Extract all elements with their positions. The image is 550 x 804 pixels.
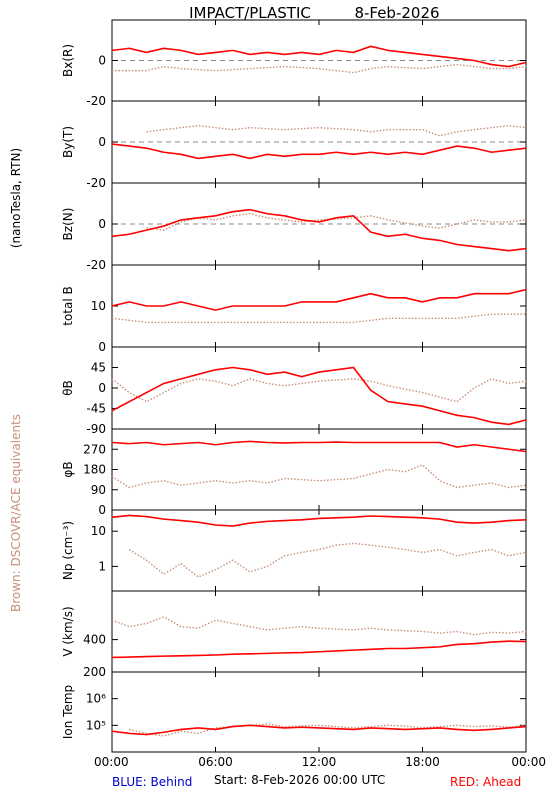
series-ace-by bbox=[146, 124, 527, 137]
footer-start: Start: 8-Feb-2026 00:00 UTC bbox=[214, 773, 385, 787]
ytick-label-temp: 10⁵ bbox=[86, 718, 106, 732]
panel-temp: 10⁶ 10⁵ Ion Temp bbox=[61, 671, 527, 753]
series-ahead-bx bbox=[111, 45, 527, 68]
panel-label-by: By(T) bbox=[61, 126, 75, 158]
ytick-label-by: -20 bbox=[86, 176, 106, 190]
xtick-label: 18:00 bbox=[405, 755, 440, 769]
series-ahead-theta bbox=[111, 366, 527, 426]
series-ahead-btotal bbox=[111, 288, 527, 311]
footer-blue: BLUE: Behind bbox=[112, 775, 192, 789]
ytick-label-bz: 0 bbox=[98, 217, 106, 231]
panel-by: 0 -20 By(T) bbox=[61, 100, 527, 190]
ytick-label-bx: 0 bbox=[98, 54, 106, 68]
panel-label-phi: φB bbox=[61, 461, 75, 477]
side-label-units: (nanoTesla, RTN) bbox=[9, 148, 23, 248]
side-label-brown: Brown: DSCOVR/ACE equivalents bbox=[9, 414, 23, 612]
ytick-label-np: 10 bbox=[91, 524, 106, 538]
xtick-label: 12:00 bbox=[302, 755, 337, 769]
panel-theta: 45 0 -45 -90 θB bbox=[61, 346, 527, 436]
series-ace-theta bbox=[111, 378, 527, 403]
ytick-label-by: 0 bbox=[98, 135, 106, 149]
ytick-label-phi: 90 bbox=[91, 483, 106, 497]
panel-np: 10 1 Np (cm⁻³) bbox=[61, 509, 527, 592]
panel-frame-btotal bbox=[111, 264, 527, 348]
panel-frame-temp bbox=[111, 671, 527, 753]
series-ace-phi bbox=[111, 464, 527, 489]
panel-btotal: 10 0 total B bbox=[61, 264, 527, 354]
panel-label-v: V (km/s) bbox=[61, 606, 75, 656]
panel-label-np: Np (cm⁻³) bbox=[61, 521, 75, 580]
panel-frame-v bbox=[111, 590, 527, 673]
ytick-label-phi: 180 bbox=[83, 463, 106, 477]
panel-label-temp: Ion Temp bbox=[61, 685, 75, 739]
panel-label-bz: Bz(N) bbox=[61, 208, 75, 241]
ytick-label-btotal: 10 bbox=[91, 299, 106, 313]
series-ace-temp bbox=[129, 723, 527, 737]
series-ahead-by bbox=[111, 143, 527, 160]
ytick-label-bx: -20 bbox=[86, 94, 106, 108]
ytick-label-theta: 45 bbox=[91, 361, 106, 375]
series-ace-bx bbox=[112, 63, 527, 74]
ytick-label-bz: -20 bbox=[86, 258, 106, 272]
ytick-label-theta: -90 bbox=[86, 422, 106, 436]
panel-bx: 0 -20 Bx(R) bbox=[61, 19, 527, 108]
series-ahead-bz bbox=[111, 208, 527, 252]
panel-label-bx: Bx(R) bbox=[61, 44, 75, 77]
series-ace-v bbox=[111, 616, 527, 636]
series-ace-np bbox=[128, 542, 527, 578]
panel-label-btotal: total B bbox=[61, 286, 75, 326]
ytick-label-phi: 0 bbox=[98, 503, 106, 517]
panel-label-theta: θB bbox=[61, 380, 75, 396]
footer-red: RED: Ahead bbox=[450, 775, 521, 789]
ytick-label-phi: 270 bbox=[83, 442, 106, 456]
ytick-label-theta: 0 bbox=[98, 381, 106, 395]
ytick-label-v: 200 bbox=[83, 665, 106, 679]
series-ace-btotal bbox=[111, 313, 526, 324]
chart-date: 8-Feb-2026 bbox=[354, 4, 439, 22]
x-ticks-group: 00:00 06:00 12:00 18:00 00:00 bbox=[94, 20, 546, 769]
series-ahead-v bbox=[111, 640, 527, 659]
series-ahead-temp bbox=[111, 724, 527, 736]
ytick-label-np: 1 bbox=[98, 559, 106, 573]
series-ahead-np bbox=[111, 514, 527, 527]
panel-frame-phi bbox=[111, 428, 527, 511]
series-ace-bz bbox=[146, 213, 527, 231]
ytick-label-v: 400 bbox=[83, 633, 106, 647]
ytick-label-btotal: 0 bbox=[98, 340, 106, 354]
panel-v: 400 200 V (km/s) bbox=[61, 590, 527, 679]
xtick-label: 00:00 bbox=[511, 755, 546, 769]
chart-title: IMPACT/PLASTIC bbox=[189, 4, 311, 22]
ytick-label-temp: 10⁶ bbox=[86, 692, 106, 706]
xtick-label: 06:00 bbox=[198, 755, 233, 769]
panel-phi: 270 180 90 0 φB bbox=[61, 428, 527, 517]
series-ahead-phi bbox=[111, 440, 527, 453]
xtick-label: 00:00 bbox=[94, 755, 129, 769]
ytick-label-theta: -45 bbox=[86, 402, 106, 416]
panel-bz: 0 -20 Bz(N) bbox=[61, 182, 527, 272]
